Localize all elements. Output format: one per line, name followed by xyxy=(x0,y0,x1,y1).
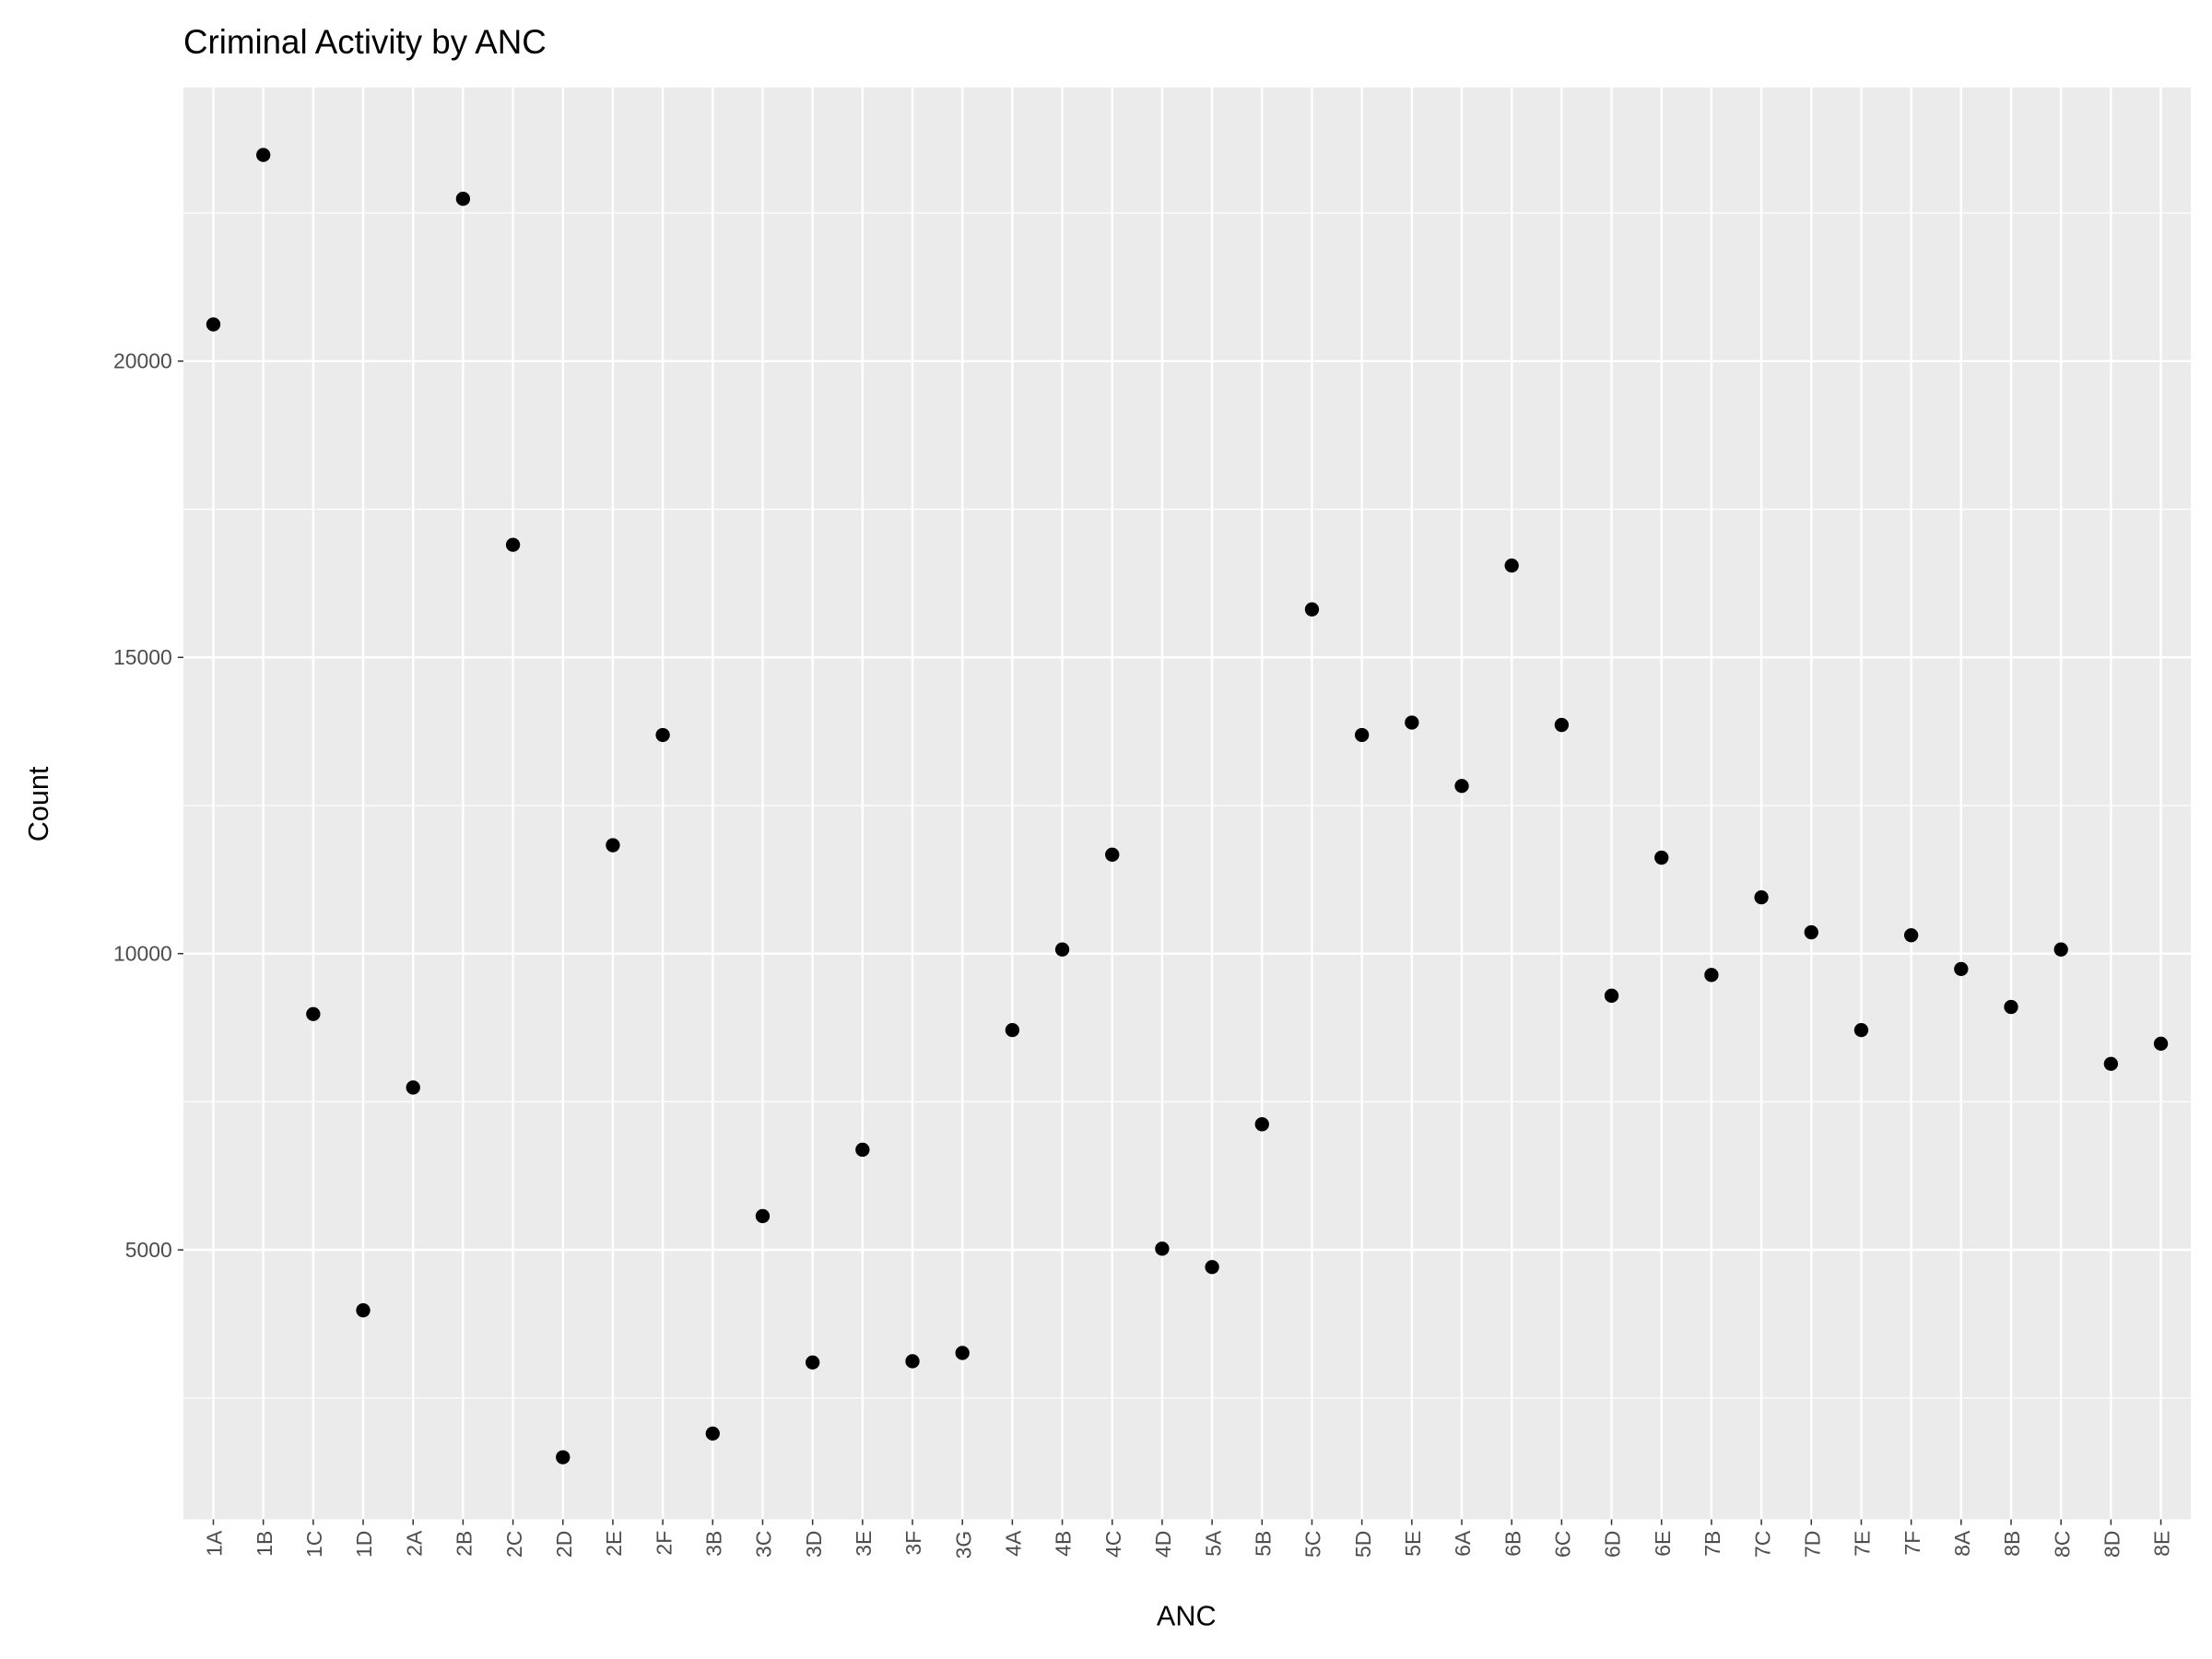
x-tick-label: 1B xyxy=(253,1531,276,1557)
point xyxy=(1604,988,1619,1003)
x-tick-label: 5E xyxy=(1401,1531,1425,1557)
marks xyxy=(206,147,2169,1465)
x-tick-label: 6A xyxy=(1451,1530,1475,1557)
point xyxy=(1853,1022,1869,1038)
x-tick-label: 5B xyxy=(1251,1531,1275,1557)
x-tick-label: 1A xyxy=(203,1530,227,1557)
x-tick-label: 7F xyxy=(1900,1531,1924,1556)
x-tick-label: 5A xyxy=(1201,1530,1225,1557)
x-tick-label: 5C xyxy=(1301,1531,1325,1558)
point xyxy=(2153,1036,2169,1052)
x-tick-label: 3B xyxy=(701,1531,725,1557)
x-tick-label: 3G xyxy=(951,1531,975,1559)
point xyxy=(1504,558,1519,573)
x-tick-label: 4B xyxy=(1052,1531,1076,1557)
x-tick-label: 2A xyxy=(402,1530,426,1557)
x-axis-title: ANC xyxy=(1157,1600,1217,1631)
x-tick-label: 5D xyxy=(1351,1531,1375,1558)
x-tick-label: 2E xyxy=(602,1531,626,1557)
x-tick-label: 8A xyxy=(1950,1530,1974,1557)
point xyxy=(1454,779,1469,794)
x-tick-label: 3E xyxy=(852,1531,876,1557)
point xyxy=(955,1346,970,1360)
point xyxy=(1903,928,1919,943)
point xyxy=(1205,1260,1219,1275)
x-tick-label: 3D xyxy=(802,1531,826,1558)
chart-title: Criminal Activity by ANC xyxy=(183,23,547,61)
x-tick-label: 8E xyxy=(2150,1531,2174,1557)
point xyxy=(606,838,620,853)
point xyxy=(1005,1022,1020,1038)
point xyxy=(455,192,471,206)
x-tick-label: 7C xyxy=(1750,1531,1774,1558)
point xyxy=(855,1142,870,1158)
point xyxy=(2103,1056,2119,1071)
x-tick-label: 4C xyxy=(1101,1531,1125,1558)
x-tick-label: 1C xyxy=(302,1531,326,1558)
point xyxy=(1405,715,1419,730)
x-tick-label: 1D xyxy=(352,1531,376,1558)
point xyxy=(1554,717,1570,733)
point xyxy=(755,1208,771,1224)
point xyxy=(806,1355,820,1370)
y-tick-label: 20000 xyxy=(113,348,172,372)
point xyxy=(1254,1117,1269,1132)
point xyxy=(2053,942,2068,957)
panel-background xyxy=(182,87,2192,1520)
y-tick-label: 10000 xyxy=(113,941,172,965)
point xyxy=(556,1450,571,1465)
x-tick-label: 8D xyxy=(2100,1531,2124,1558)
point xyxy=(1804,924,1818,940)
x-tick-label: 6B xyxy=(1500,1531,1524,1557)
point xyxy=(206,317,221,332)
point xyxy=(905,1354,920,1369)
point xyxy=(2004,999,2018,1015)
y-axis-title: Count xyxy=(23,766,54,841)
x-tick-label: 2B xyxy=(453,1531,477,1557)
x-tick-label: 8B xyxy=(2000,1531,2024,1557)
point xyxy=(1304,602,1320,617)
point xyxy=(356,1303,371,1318)
point xyxy=(1704,968,1719,982)
y-tick-label: 15000 xyxy=(113,645,172,669)
point xyxy=(1754,889,1769,905)
x-tick-label: 6C xyxy=(1551,1531,1575,1558)
point xyxy=(1954,961,1969,977)
x-tick-label: 7D xyxy=(1800,1531,1824,1558)
point xyxy=(655,727,670,743)
x-tick-label: 7B xyxy=(1700,1531,1724,1557)
point xyxy=(505,537,521,552)
x-tick-label: 6D xyxy=(1601,1531,1625,1558)
point xyxy=(1105,847,1120,862)
x-tick-label: 4A xyxy=(1002,1530,1026,1557)
x-tick-label: 2C xyxy=(502,1531,526,1558)
point xyxy=(406,1080,420,1095)
x-tick-label: 2D xyxy=(552,1531,576,1558)
x-tick-label: 3F xyxy=(901,1531,925,1556)
x-tick-label: 4D xyxy=(1151,1531,1175,1558)
x-tick-label: 3C xyxy=(752,1531,776,1558)
point xyxy=(306,1006,321,1021)
point xyxy=(1054,942,1070,957)
point xyxy=(256,147,271,162)
point xyxy=(1155,1241,1170,1256)
x-tick-label: 7E xyxy=(1851,1531,1875,1557)
point xyxy=(705,1426,720,1441)
x-tick-label: 8C xyxy=(2050,1531,2074,1558)
x-tick-label: 2F xyxy=(652,1531,676,1556)
point xyxy=(1654,850,1669,865)
grid xyxy=(182,87,2192,1520)
point xyxy=(1354,727,1370,743)
y-tick-label: 5000 xyxy=(125,1238,172,1262)
x-tick-label: 6E xyxy=(1651,1531,1675,1557)
